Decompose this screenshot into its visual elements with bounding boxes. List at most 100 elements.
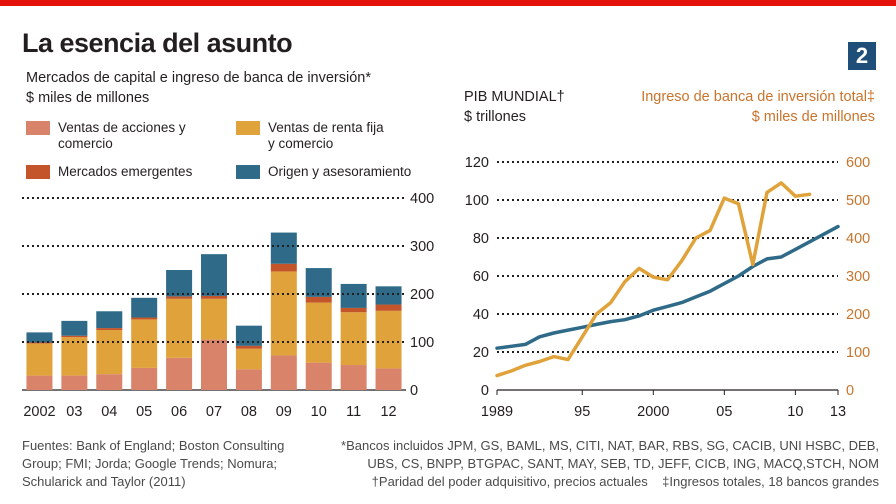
right-y2tick-label: 600: [846, 155, 870, 171]
bar-segment: [26, 343, 53, 376]
bar-segment: [340, 307, 367, 313]
bar-segment: [201, 295, 227, 299]
left-xtick-label: 12: [380, 404, 396, 420]
right-ytick-label: 0: [481, 383, 489, 399]
right-xtick-label: 95: [574, 404, 590, 420]
left-xtick-label: 07: [206, 404, 222, 420]
bar-segment: [305, 268, 332, 297]
left-ytick-label: 100: [410, 335, 434, 351]
ib-revenue-line: [495, 181, 812, 378]
bar-segment: [26, 332, 53, 343]
footnote-line: Group; FMI; Jorda; Google Trends; Nomura…: [22, 456, 278, 471]
right-chart-y2unit: $ miles de millones: [751, 109, 875, 125]
bar-segment: [131, 297, 158, 318]
footnote-line: UBS, CS, BNPP, BTGPAC, SANT, MAY, SEB, T…: [367, 456, 879, 471]
bar-segment: [166, 298, 193, 358]
legend-swatch-emerging: [26, 165, 50, 179]
bar-segment: [235, 369, 262, 390]
bar-segment: [305, 296, 332, 303]
right-xtick-label: 13: [830, 404, 846, 420]
bar-segment: [201, 339, 227, 390]
right-chart-yunit: $ trillones: [464, 109, 527, 125]
gdp-line: [495, 224, 840, 350]
bar-segment: [26, 375, 53, 390]
bar-segment: [270, 263, 297, 272]
footnote-line: Schularick and Taylor (2011): [22, 474, 186, 489]
left-chart-subtitle: Mercados de capital e ingreso de banca d…: [26, 70, 371, 86]
legend-label: Mercados emergentes: [58, 164, 193, 179]
legend-label: comercio: [58, 136, 113, 151]
bar-segment: [375, 286, 402, 305]
left-xtick-label: 08: [241, 404, 257, 420]
right-xtick-label: 05: [716, 404, 732, 420]
right-y2tick-label: 300: [846, 269, 870, 285]
page-title: La esencia del asunto: [22, 28, 293, 58]
right-ytick-label: 80: [473, 231, 489, 247]
right-ytick-label: 60: [473, 269, 489, 285]
footnote-sources: Fuentes: Bank of England; Boston Consult…: [22, 437, 312, 491]
left-ytick-label: 0: [410, 383, 418, 399]
left-ytick-label: 200: [410, 287, 434, 303]
bar-segment: [61, 375, 88, 390]
right-chart-ylabel: PIB MUNDIAL†: [464, 89, 565, 105]
left-xtick-label: 2002: [23, 404, 55, 420]
top-accent-bar: [0, 0, 896, 6]
bar-segment: [340, 312, 367, 366]
bar-segment: [131, 317, 158, 320]
bar-segment: [375, 368, 402, 390]
right-ytick-label: 120: [465, 155, 489, 171]
right-chart-y2label: Ingreso de banca de inversión total‡: [641, 89, 875, 105]
bar-segment: [131, 319, 158, 368]
right-y2tick-label: 100: [846, 345, 870, 361]
right-y2tick-label: 500: [846, 193, 870, 209]
left-xtick-label: 04: [101, 404, 117, 420]
legend-label: Ventas de renta fija: [268, 120, 384, 135]
bar-segment: [26, 342, 53, 344]
right-ytick-label: 40: [473, 307, 489, 323]
legend-item-emerging: Mercados emergentes: [26, 164, 192, 180]
right-ytick-label: 20: [473, 345, 489, 361]
legend-label: Ventas de acciones y: [58, 120, 186, 135]
bar-segment: [166, 296, 193, 299]
legend-swatch-equity: [26, 121, 50, 135]
bar-segment: [61, 337, 88, 376]
left-ytick-label: 400: [410, 191, 434, 207]
bar-segment: [305, 302, 332, 363]
bar-segment: [235, 348, 262, 370]
bar-segment: [340, 283, 367, 308]
bar-segment: [96, 330, 123, 375]
bar-segment: [201, 254, 227, 296]
bar-segment: [61, 320, 88, 336]
legend-item-advisory: Origen y asesoramiento: [236, 164, 411, 180]
left-chart-unit: $ miles de millones: [26, 90, 150, 106]
bar-segment: [305, 362, 332, 390]
left-xtick-label: 10: [311, 404, 327, 420]
bar-segment: [235, 345, 262, 349]
left-xtick-label: 11: [346, 404, 361, 420]
left-xtick-label: 09: [276, 404, 292, 420]
bar-segment: [96, 328, 123, 330]
bar-segment: [166, 270, 193, 297]
legend-item-fixed-income: Ventas de renta fija y comercio: [236, 120, 384, 152]
left-xtick-label: 03: [66, 404, 82, 420]
left-ytick-label: 300: [410, 239, 434, 255]
bar-segment: [131, 367, 158, 390]
legend-swatch-advisory: [236, 165, 260, 179]
bar-segment: [96, 374, 123, 390]
right-y2tick-label: 200: [846, 307, 870, 323]
right-xtick-label: 2000: [637, 404, 669, 420]
left-xtick-label: 05: [136, 404, 152, 420]
footnote-line: †Paridad del poder adquisitivo, precios …: [371, 474, 879, 489]
legend-swatch-fixed-income: [236, 121, 260, 135]
footnote-notes: *Bancos incluidos JPM, GS, BAML, MS, CIT…: [322, 437, 879, 491]
legend-label: Origen y asesoramiento: [268, 164, 412, 179]
right-xtick-label: 1989: [481, 404, 513, 420]
right-ytick-label: 100: [465, 193, 489, 209]
right-xtick-label: 10: [787, 404, 803, 420]
bar-segment: [96, 311, 123, 329]
bar-segment: [340, 365, 367, 390]
bar-segment: [201, 298, 227, 340]
legend-item-equity: Ventas de acciones y comercio: [26, 120, 186, 152]
bar-segment: [270, 232, 297, 264]
